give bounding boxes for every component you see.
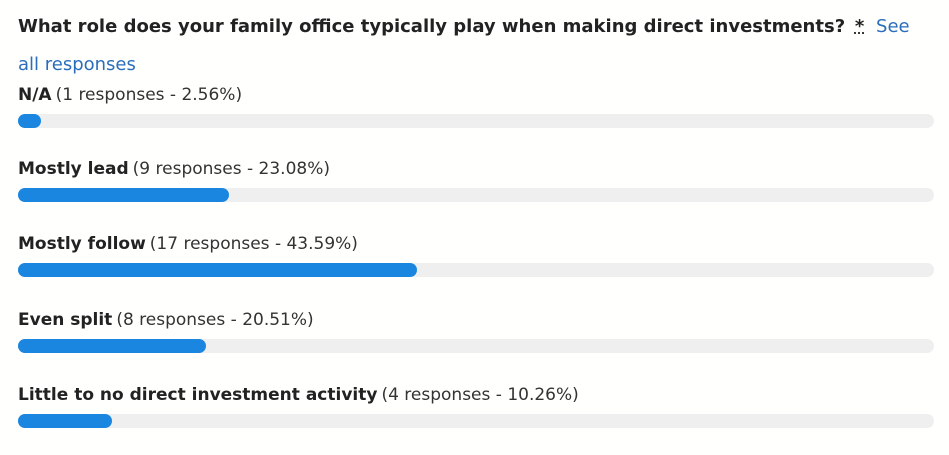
result-bar-track <box>18 114 934 128</box>
result-option: Even split <box>18 310 113 330</box>
result-bar-fill <box>18 114 42 128</box>
result-bar-track <box>18 263 934 277</box>
result-option: Mostly follow <box>18 234 146 254</box>
see-all-responses-link[interactable]: See all responses <box>18 16 910 75</box>
result-detail: (4 responses - 10.26%) <box>381 385 579 405</box>
result-item: Mostly lead (9 responses - 23.08%) <box>18 158 934 202</box>
result-bar-track <box>18 188 934 202</box>
result-bar-fill <box>18 414 112 428</box>
result-label: Mostly lead (9 responses - 23.08%) <box>18 158 934 180</box>
required-marker: * <box>854 16 865 37</box>
result-detail: (1 responses - 2.56%) <box>55 85 243 105</box>
result-bar-fill <box>18 339 206 353</box>
question-header: What role does your family office typica… <box>18 8 918 84</box>
result-label: Even split (8 responses - 20.51%) <box>18 309 934 331</box>
result-option: Little to no direct investment activity <box>18 385 378 405</box>
result-item: Even split (8 responses - 20.51%) <box>18 309 934 353</box>
result-bar-fill <box>18 188 230 202</box>
question-text: What role does your family office typica… <box>18 16 846 37</box>
result-detail: (9 responses - 23.08%) <box>132 159 330 179</box>
result-option: Mostly lead <box>18 159 129 179</box>
result-label: Mostly follow (17 responses - 43.59%) <box>18 233 934 255</box>
result-bar-fill <box>18 263 418 277</box>
result-detail: (17 responses - 43.59%) <box>149 234 358 254</box>
result-label: Little to no direct investment activity(… <box>18 384 934 406</box>
result-label: N/A (1 responses - 2.56%) <box>18 84 934 106</box>
result-bar-track <box>18 414 934 428</box>
result-bar-track <box>18 339 934 353</box>
result-item: Little to no direct investment activity(… <box>18 384 934 428</box>
result-item: Mostly follow (17 responses - 43.59%) <box>18 233 934 277</box>
result-item: N/A (1 responses - 2.56%) <box>18 84 934 128</box>
result-detail: (8 responses - 20.51%) <box>116 310 314 330</box>
result-option: N/A <box>18 85 52 105</box>
